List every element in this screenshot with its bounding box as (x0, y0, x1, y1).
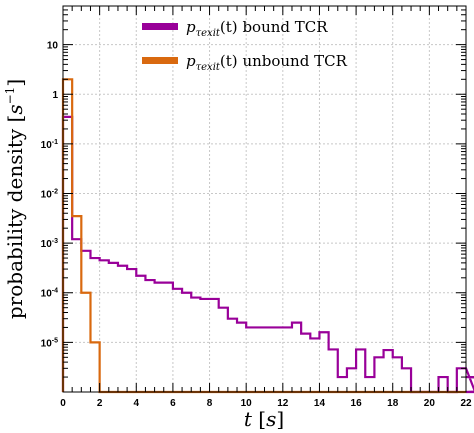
y-tick-label: 10-4 (41, 288, 58, 300)
x-tick-label: 8 (207, 398, 213, 409)
y-axis-title: probability density [s−1] (3, 79, 27, 319)
x-tick-label: 4 (133, 398, 139, 409)
y-tick-label: 10 (47, 41, 59, 52)
legend: pτexit(t) bound TCR pτexit(t) unbound TC… (142, 18, 348, 73)
tick-labels: 0 2 4 6 8 10 12 14 16 18 20 22 10 1 10-1 10-2 10-3 10-4 10… (41, 41, 472, 409)
y-tick-label: 10-5 (41, 337, 58, 349)
legend-label-unbound: pτexit(t) unbound TCR (186, 52, 348, 73)
x-tick-label: 6 (170, 398, 176, 409)
legend-swatch-unbound (142, 57, 178, 64)
y-tick-label: 10-1 (41, 139, 58, 151)
series-layer (61, 78, 474, 394)
x-tick-label: 12 (277, 398, 289, 409)
y-tick-label: 1 (52, 90, 58, 101)
x-tick-label: 14 (314, 398, 326, 409)
y-tick-label: 10-3 (41, 238, 58, 250)
ticks (62, 5, 467, 393)
x-tick-label: 0 (60, 398, 66, 409)
x-tick-label: 22 (460, 398, 472, 409)
x-tick-label: 2 (97, 398, 103, 409)
legend-label-bound: pτexit(t) bound TCR (186, 18, 328, 39)
x-tick-label: 20 (424, 398, 436, 409)
grid (63, 6, 466, 392)
series-line-bound (61, 115, 474, 394)
series-line-unbound (61, 78, 466, 394)
y-tick-label: 10-2 (41, 188, 58, 200)
x-tick-label: 16 (351, 398, 363, 409)
legend-swatch-bound (142, 23, 178, 30)
x-axis-title: t [s] (244, 407, 284, 431)
x-tick-label: 18 (387, 398, 399, 409)
x-tick-label: 10 (241, 398, 253, 409)
